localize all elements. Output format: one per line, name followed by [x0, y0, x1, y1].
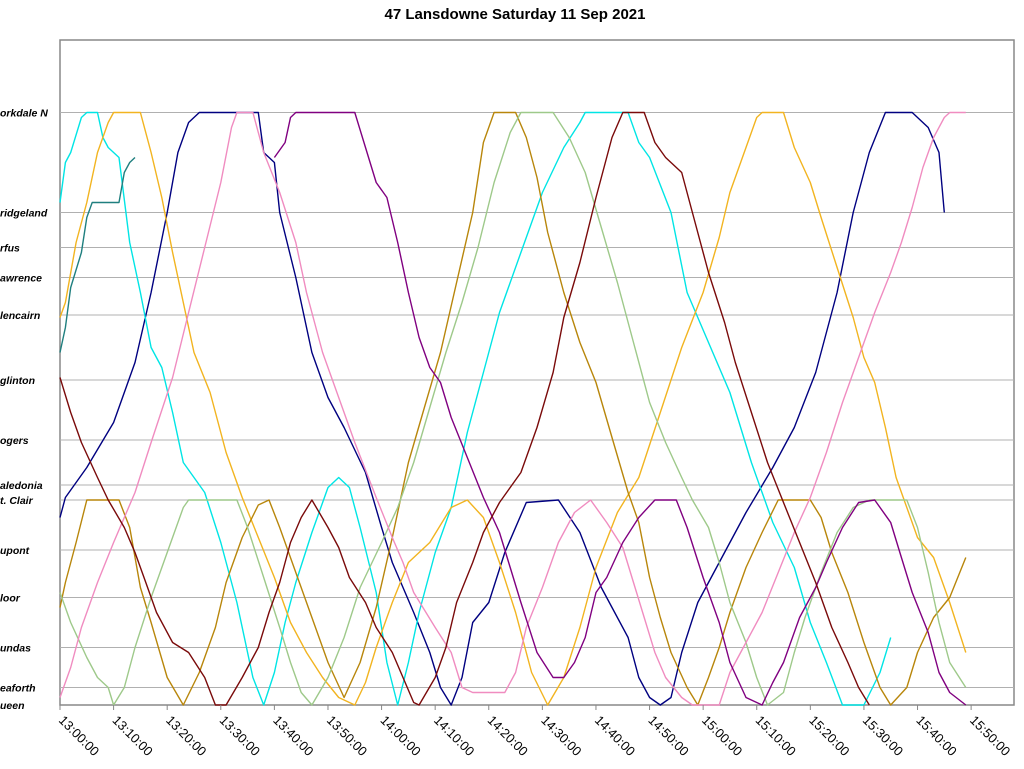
- stop-label: lencairn: [0, 310, 40, 322]
- stop-label: undas: [0, 643, 31, 655]
- stop-label: upont: [0, 545, 30, 557]
- stop-label: loor: [0, 593, 21, 605]
- plot-area: [59, 39, 1015, 706]
- stop-label: orkdale N: [0, 108, 48, 120]
- series-line-4: [59, 111, 967, 706]
- y-axis-labels: orkdale N ridgeland rfus awrence lencairn gli…: [0, 108, 48, 713]
- x-tick-label: 15:40:00: [913, 713, 959, 759]
- x-tick-label: 15:30:00: [860, 713, 906, 759]
- stop-label: t. Clair: [0, 495, 34, 507]
- stop-label: rfus: [0, 243, 20, 255]
- x-tick-label: 14:40:00: [592, 713, 638, 759]
- x-tick-label: 14:30:00: [538, 713, 584, 759]
- stop-label: ogers: [0, 435, 29, 447]
- x-tick-label: 14:20:00: [485, 713, 531, 759]
- x-tick-label: 13:20:00: [163, 713, 209, 759]
- stop-label: aledonia: [0, 480, 43, 492]
- stop-label: eaforth: [0, 683, 36, 695]
- stop-label: glinton: [0, 375, 35, 387]
- x-tick-label: 14:50:00: [645, 713, 691, 759]
- x-axis-labels: 13:00:00 13:10:00 13:20:00 13:30:00 13:40:00…: [56, 705, 1013, 759]
- series-line-9: [59, 156, 136, 353]
- series-line-6: [59, 111, 966, 706]
- x-tick-label: 14:00:00: [377, 713, 423, 759]
- chart-title: 47 Lansdowne Saturday 11 Sep 2021: [384, 6, 646, 23]
- series-line-1: [59, 111, 945, 706]
- series-line-8: [59, 111, 870, 706]
- stop-label: awrence: [0, 273, 42, 285]
- x-tick-label: 13:50:00: [324, 713, 370, 759]
- series-line-7: [273, 111, 967, 706]
- x-tick-label: 13:30:00: [217, 713, 263, 759]
- series-line-5: [59, 111, 967, 706]
- gridlines: [60, 112, 1014, 688]
- series-line-2: [59, 111, 892, 706]
- x-tick-label: 13:10:00: [109, 713, 155, 759]
- series-line-3: [59, 111, 967, 706]
- x-tick-label: 15:00:00: [699, 713, 745, 759]
- series-lines: [59, 111, 967, 706]
- x-tick-label: 13:00:00: [56, 713, 102, 759]
- x-tick-label: 14:10:00: [431, 713, 477, 759]
- stop-label: ridgeland: [0, 208, 48, 220]
- x-tick-label: 15:20:00: [806, 713, 852, 759]
- x-tick-label: 13:40:00: [270, 713, 316, 759]
- x-tick-label: 15:50:00: [967, 713, 1013, 759]
- stop-label: ueen: [0, 700, 25, 712]
- x-tick-label: 15:10:00: [753, 713, 799, 759]
